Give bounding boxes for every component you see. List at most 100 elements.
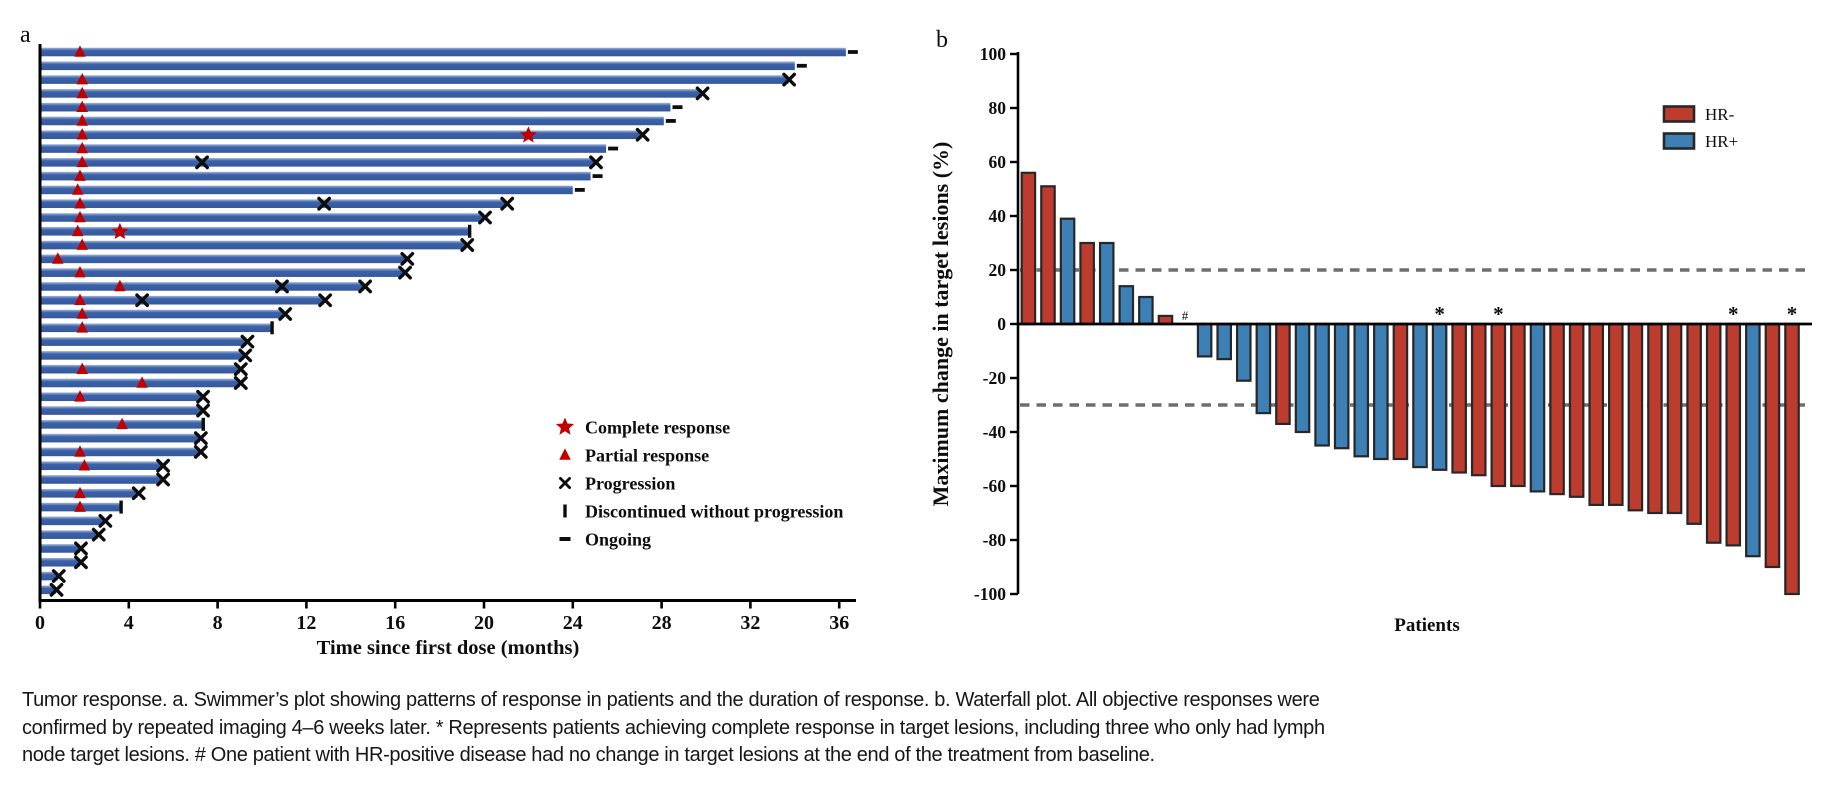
y-tick-label: 60 xyxy=(989,152,1007,172)
caption-line-2: confirmed by repeated imaging 4–6 weeks … xyxy=(22,716,1325,739)
progression-x-icon xyxy=(275,279,289,294)
progression-x-icon xyxy=(91,527,106,542)
progression-x-icon xyxy=(317,196,332,211)
progression-x-icon xyxy=(318,293,333,308)
figure-caption: Tumor response. a. Swimmer’s plot showin… xyxy=(22,687,1827,770)
x-axis-title: Patients xyxy=(1394,615,1459,636)
y-axis-title: Maximum change in target lesions (%) xyxy=(928,142,953,507)
swimmer-legend-label: Progression xyxy=(585,474,675,494)
swimmer-bar xyxy=(41,240,467,250)
partial-response-triangle-icon xyxy=(76,238,88,250)
swimmer-bar xyxy=(41,557,80,567)
ongoing-dash-icon xyxy=(796,63,807,68)
swimmer-bar xyxy=(41,323,271,333)
x-tick-label: 12 xyxy=(296,612,316,634)
waterfall-bar xyxy=(1784,322,1800,596)
progression-x-icon xyxy=(240,334,255,349)
discontinued-marker-icon xyxy=(467,224,472,238)
x-tick-label: 16 xyxy=(385,612,405,634)
swimmer-bar xyxy=(41,268,405,277)
progression-x-icon xyxy=(478,210,492,225)
x-tick-label: 4 xyxy=(124,612,134,634)
waterfall-bar xyxy=(1529,322,1546,493)
waterfall-bar xyxy=(1059,217,1076,326)
swimmer-bar xyxy=(41,585,56,595)
waterfall-bar xyxy=(1764,322,1781,569)
waterfall-plot: b # * * * * 100 80 60 40 20 0 -20 -40 -60 -80 -100 Maximu… xyxy=(928,27,1812,636)
progression-x-icon xyxy=(156,472,171,487)
partial-response-triangle-icon xyxy=(74,390,86,402)
swimmer-bar xyxy=(41,89,702,98)
waterfall-bar xyxy=(1627,322,1644,512)
ongoing-dash-icon xyxy=(608,146,619,151)
waterfall-bar xyxy=(1588,322,1605,506)
waterfall-bar xyxy=(1686,322,1702,525)
panel-a-label: a xyxy=(20,22,31,48)
swimmer-bar xyxy=(41,364,240,374)
swimmer-bar xyxy=(41,185,573,195)
partial-response-triangle-icon xyxy=(559,448,571,460)
progression-x-icon xyxy=(460,238,475,252)
partial-response-triangle-icon xyxy=(71,224,84,237)
swimmer-bar xyxy=(41,61,795,71)
swimmer-bar xyxy=(41,447,200,457)
waterfall-legend-label: HR- xyxy=(1705,105,1735,124)
waterfall-bar xyxy=(1705,322,1722,544)
waterfall-bar xyxy=(1314,322,1330,447)
partial-response-triangle-icon xyxy=(74,197,86,209)
x-tick-label: 8 xyxy=(213,612,223,634)
waterfall-bar xyxy=(1666,322,1683,515)
swimmer-bar xyxy=(41,433,200,443)
y-tick-label: -20 xyxy=(983,368,1007,388)
swimmer-bar xyxy=(41,309,285,319)
waterfall-bar xyxy=(1607,322,1624,506)
swimmer-bar xyxy=(41,199,507,208)
partial-response-triangle-icon xyxy=(116,417,128,430)
x-tick-label: 20 xyxy=(474,612,494,634)
partial-response-triangle-icon xyxy=(114,279,126,292)
swimmer-legend-label: Ongoing xyxy=(585,530,651,550)
y-tick-label: 20 xyxy=(989,260,1007,280)
progression-x-icon xyxy=(559,476,571,490)
waterfall-bar xyxy=(1333,322,1350,450)
y-tick-label: -60 xyxy=(983,476,1007,496)
swimmer-bar xyxy=(41,226,469,236)
panel-b-label: b xyxy=(936,27,948,53)
tumor-response-charts: a 0 4 8 12 16 20 24 28 32 36 Time since first dose … xyxy=(20,22,1812,659)
swimmer-legend: Complete response Partial response Progres… xyxy=(555,417,843,550)
ongoing-dash-icon xyxy=(665,119,676,123)
progression-x-icon xyxy=(398,265,412,280)
ongoing-dash-icon xyxy=(592,174,603,179)
swimmer-legend-label: Discontinued without progression xyxy=(585,502,843,522)
complete-response-asterisk: * xyxy=(1493,302,1504,326)
swimmer-bar xyxy=(41,516,105,526)
partial-response-triangle-icon xyxy=(76,86,88,99)
progression-x-icon xyxy=(74,541,88,556)
waterfall-bar xyxy=(1490,322,1507,488)
waterfall-bar xyxy=(1235,322,1252,382)
waterfall-bar xyxy=(1568,322,1585,498)
discontinued-marker-icon xyxy=(119,500,123,514)
waterfall-bar xyxy=(1745,322,1761,558)
waterfall-bar xyxy=(1020,171,1037,326)
waterfall-bar xyxy=(1138,295,1154,326)
waterfall-bar xyxy=(1451,322,1467,474)
swimmer-bar xyxy=(41,102,671,112)
partial-response-triangle-icon xyxy=(76,128,88,140)
waterfall-bar xyxy=(1079,241,1095,326)
waterfall-bar xyxy=(1510,322,1526,488)
partial-response-triangle-icon xyxy=(76,141,88,154)
y-tick-label: 0 xyxy=(997,314,1006,334)
complete-response-asterisk: * xyxy=(1434,302,1445,326)
y-tick-label: 40 xyxy=(989,206,1007,226)
y-tick-label: 100 xyxy=(980,44,1007,64)
progression-x-icon xyxy=(238,348,253,363)
swimmer-bar xyxy=(41,254,407,264)
swimmer-bar xyxy=(41,116,664,126)
partial-response-triangle-icon xyxy=(76,155,88,168)
y-tick-label: -40 xyxy=(983,422,1007,442)
caption-line-1: Tumor response. a. Swimmer’s plot showin… xyxy=(22,689,1320,711)
swimmer-bar xyxy=(41,475,163,484)
progression-x-icon xyxy=(500,196,515,211)
swimmer-plot: a 0 4 8 12 16 20 24 28 32 36 Time since first dose … xyxy=(20,22,858,659)
